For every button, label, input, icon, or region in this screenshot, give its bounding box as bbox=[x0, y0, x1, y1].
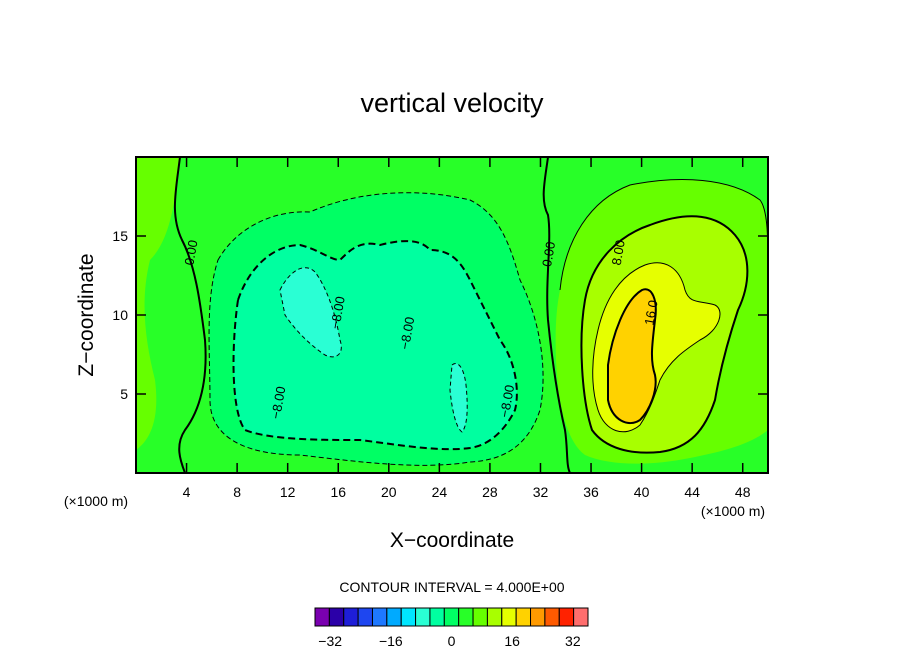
colorbar-swatch bbox=[486, 607, 503, 627]
contour-label: 16.0 bbox=[641, 299, 660, 327]
colorbar-swatch bbox=[415, 607, 431, 627]
y-axis-ticks: 5 10 15 bbox=[112, 228, 768, 402]
contour-neg-core-b bbox=[449, 363, 468, 433]
colorbar-swatch bbox=[429, 607, 445, 627]
contour-neg-core-a bbox=[279, 267, 342, 358]
colorbar-tick-label: −32 bbox=[318, 633, 342, 649]
x-axis-label: X−coordinate bbox=[390, 529, 514, 552]
contour-lines bbox=[173, 156, 769, 474]
contour-zero-right bbox=[542, 156, 571, 474]
x-tick-label: 12 bbox=[280, 484, 296, 500]
colorbar-swatch bbox=[357, 607, 373, 627]
colorbar-swatch bbox=[573, 607, 589, 627]
colorbar-swatch bbox=[328, 607, 345, 627]
chart-title: vertical velocity bbox=[360, 88, 544, 118]
contour-label: −8.00 bbox=[397, 316, 417, 351]
colorbar-tick-label: 0 bbox=[448, 633, 456, 649]
region-left-edge bbox=[136, 157, 180, 450]
colorbar-swatch bbox=[530, 607, 546, 627]
contour-label: −8.00 bbox=[497, 384, 517, 419]
colorbar-swatch bbox=[400, 607, 417, 627]
x-tick-label: 28 bbox=[482, 484, 498, 500]
colorbar-swatch bbox=[371, 607, 388, 627]
x-tick-label: 44 bbox=[684, 484, 700, 500]
contour-label: 0.00 bbox=[181, 239, 200, 267]
contour-pos-outer bbox=[559, 179, 769, 291]
x-tick-label: 24 bbox=[432, 484, 448, 500]
x-tick-label: 8 bbox=[233, 484, 241, 500]
contour-interval-text: CONTOUR INTERVAL = 4.000E+00 bbox=[339, 579, 564, 595]
x-tick-label: 40 bbox=[634, 484, 650, 500]
contour-zero-left bbox=[173, 156, 207, 474]
x-tick-label: 36 bbox=[583, 484, 599, 500]
y-tick-label: 15 bbox=[112, 228, 128, 244]
x-tick-label: 16 bbox=[330, 484, 346, 500]
colorbar-tick-label: −16 bbox=[379, 633, 403, 649]
colorbar-tick-label: 32 bbox=[565, 633, 581, 649]
colorbar-swatch bbox=[501, 607, 517, 627]
y-tick-label: 10 bbox=[112, 307, 128, 323]
x-unit-left: (×1000 m) bbox=[64, 493, 128, 509]
y-axis-label: Z−coordinate bbox=[75, 253, 98, 376]
contour-pos-mid bbox=[580, 215, 749, 454]
colorbar-swatch bbox=[314, 607, 330, 627]
x-tick-label: 20 bbox=[381, 484, 397, 500]
region-central-negative-core bbox=[450, 363, 468, 432]
region-central-negative-core bbox=[280, 267, 342, 357]
x-tick-label: 4 bbox=[183, 484, 191, 500]
contour-pos-inner bbox=[592, 262, 721, 433]
x-axis-ticks: 4 8 12 16 20 24 28 32 36 40 44 48 bbox=[183, 157, 751, 500]
colorbar-swatch bbox=[386, 607, 402, 627]
contour-pos-core bbox=[607, 288, 657, 425]
colorbar-swatch bbox=[515, 607, 532, 627]
colorbar-swatch bbox=[558, 607, 575, 627]
x-tick-label: 48 bbox=[735, 484, 751, 500]
contour-label: 0.00 bbox=[539, 240, 558, 268]
colorbar-tick-labels: −32 −16 0 16 32 bbox=[318, 633, 581, 649]
contour-label: −8.00 bbox=[268, 385, 288, 420]
colorbar-swatch bbox=[343, 607, 359, 627]
colorbar-swatch bbox=[458, 607, 474, 627]
colorbar-swatch bbox=[472, 607, 488, 627]
x-tick-label: 32 bbox=[533, 484, 549, 500]
y-tick-label: 5 bbox=[120, 386, 128, 402]
colorbar-tick-label: 16 bbox=[504, 633, 520, 649]
colorbar bbox=[314, 607, 589, 627]
colorbar-swatch bbox=[443, 607, 460, 627]
colorbar-swatch bbox=[544, 607, 560, 627]
x-unit-right: (×1000 m) bbox=[701, 503, 765, 519]
contour-labels: 0.00 0.00 −8.00 −8.00 −8.00 −8.00 8.00 16.0 bbox=[181, 239, 660, 420]
contour-label: −8.00 bbox=[327, 295, 347, 330]
contour-label: 8.00 bbox=[609, 239, 628, 267]
